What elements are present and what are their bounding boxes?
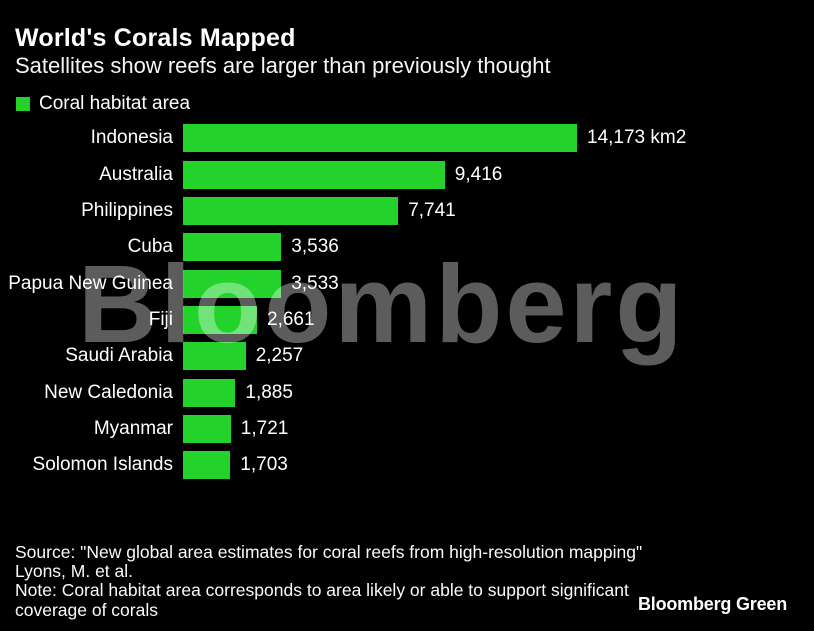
- bar-category-label: Papua New Guinea: [8, 272, 173, 294]
- bar: [183, 378, 236, 407]
- bar-row: Indonesia 14,173 km2: [0, 120, 814, 156]
- bar-value-label: 3,533: [291, 272, 339, 294]
- bar-row: New Caledonia 1,885: [0, 374, 814, 410]
- bar-category-label: New Caledonia: [44, 381, 173, 403]
- page-title: World's Corals Mapped: [15, 24, 296, 52]
- legend-label: Coral habitat area: [39, 93, 191, 114]
- bar: [183, 269, 282, 298]
- bar-row: Fiji 2,661: [0, 302, 814, 338]
- bar-category-label: Cuba: [127, 236, 173, 258]
- bar: [183, 160, 445, 189]
- bar-row: Papua New Guinea 3,533: [0, 265, 814, 301]
- bar-category-label: Philippines: [81, 199, 173, 221]
- bar-category-label: Fiji: [148, 308, 173, 330]
- bar-value-label: 7,741: [408, 199, 456, 221]
- bar-row: Australia 9,416: [0, 156, 814, 192]
- bar: [183, 342, 246, 371]
- source-line-2: Lyons, M. et al.: [15, 561, 134, 582]
- bar-value-label: 2,661: [267, 308, 315, 330]
- bar: [183, 233, 282, 262]
- bar-row: Philippines 7,741: [0, 193, 814, 229]
- bar: [183, 124, 577, 153]
- page-subtitle: Satellites show reefs are larger than pr…: [15, 53, 551, 78]
- bar-rows: Indonesia 14,173 km2 Australia 9,416 Phi…: [0, 120, 814, 483]
- bar-category-label: Australia: [99, 163, 173, 185]
- bar-row: Saudi Arabia 2,257: [0, 338, 814, 374]
- bar-category-label: Myanmar: [93, 417, 173, 439]
- bar-value-label: 1,703: [240, 454, 288, 476]
- bar-value-label: 9,416: [454, 163, 503, 185]
- bar-category-label: Solomon Islands: [32, 454, 173, 476]
- bar-value-label: 1,885: [245, 381, 293, 403]
- source-line-1: Source: "New global area estimates for c…: [15, 542, 643, 562]
- bar: [183, 196, 399, 225]
- note-line-1: Note: Coral habitat area corresponds to …: [15, 580, 629, 601]
- bar-value-label: 14,173 km2: [587, 127, 687, 149]
- legend: Coral habitat area: [16, 93, 190, 115]
- bar-row: Myanmar 1,721: [0, 411, 814, 447]
- bar-row: Solomon Islands 1,703: [0, 447, 814, 483]
- bar: [183, 414, 231, 443]
- bar-category-label: Saudi Arabia: [65, 345, 173, 367]
- bar-value-label: 3,536: [291, 236, 339, 258]
- bar: [183, 305, 257, 334]
- legend-swatch-icon: [16, 97, 30, 111]
- bar: [183, 451, 231, 480]
- bar-row: Cuba 3,536: [0, 229, 814, 265]
- bar-category-label: Indonesia: [90, 127, 173, 149]
- bloomberg-green-logo: Bloomberg Green: [637, 594, 787, 614]
- bar-value-label: 2,257: [255, 345, 304, 367]
- bar-value-label: 1,721: [240, 417, 289, 439]
- footer: Source: "New global area estimates for c…: [15, 542, 643, 620]
- note-line-2: coverage of corals: [15, 599, 158, 620]
